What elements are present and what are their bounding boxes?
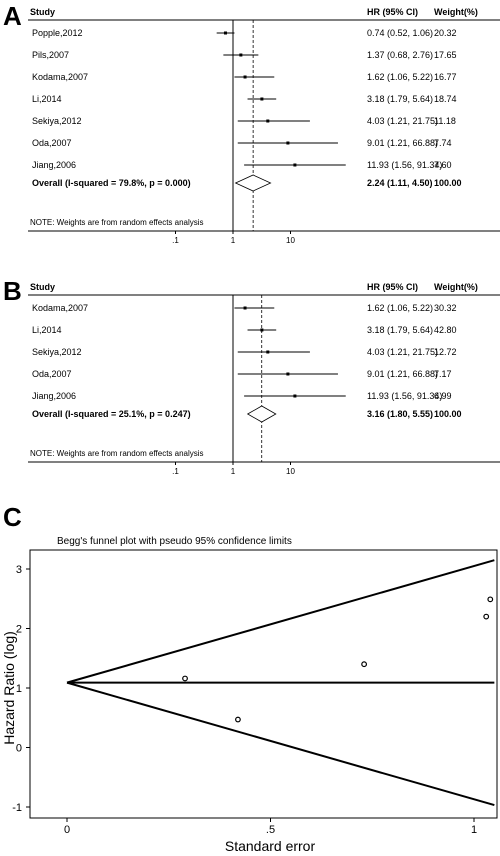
weight-value: 17.65 <box>434 50 457 60</box>
weight-value: 30.32 <box>434 303 457 313</box>
study-label: Kodama,2007 <box>32 303 88 313</box>
study-point <box>260 97 264 101</box>
note-text: NOTE: Weights are from random effects an… <box>30 218 204 227</box>
weight-value: 18.74 <box>434 94 457 104</box>
weight-value: 20.32 <box>434 28 457 38</box>
x-tick-label: .5 <box>266 824 275 836</box>
hr-header: HR (95% CI) <box>367 282 418 292</box>
hr-value: 11.93 (1.56, 91.34) <box>367 160 442 170</box>
overall-hr-value: 3.16 (1.80, 5.55) <box>367 409 433 419</box>
hr-value: 4.03 (1.21, 21.75) <box>367 116 438 126</box>
study-point <box>266 350 270 354</box>
study-label: Sekiya,2012 <box>32 347 82 357</box>
x-tick-label: 1 <box>471 824 477 836</box>
hr-header: HR (95% CI) <box>367 7 418 17</box>
note-text: NOTE: Weights are from random effects an… <box>30 449 204 458</box>
weight-header: Weight(%) <box>434 7 478 17</box>
study-label: Jiang,2006 <box>32 391 76 401</box>
hr-value: 3.18 (1.79, 5.64) <box>367 325 433 335</box>
overall-weight-value: 100.00 <box>434 178 462 188</box>
data-point <box>487 596 494 603</box>
panel-letter-b: B <box>3 276 22 306</box>
hr-value: 0.74 (0.52, 1.06) <box>367 28 433 38</box>
data-point <box>182 675 188 682</box>
study-point <box>243 75 247 79</box>
hr-value: 4.03 (1.21, 21.75) <box>367 347 438 357</box>
study-label: Oda,2007 <box>32 138 72 148</box>
overall-label: Overall (I-squared = 79.8%, p = 0.000) <box>32 178 191 188</box>
weight-value: 12.72 <box>434 347 457 357</box>
weight-value: 7.74 <box>434 138 452 148</box>
overall-label: Overall (I-squared = 25.1%, p = 0.247) <box>32 409 191 419</box>
data-point <box>483 613 490 620</box>
study-point <box>239 53 243 57</box>
hr-value: 9.01 (1.21, 66.88) <box>367 369 438 379</box>
study-label: Sekiya,2012 <box>32 116 82 126</box>
study-point <box>223 31 227 35</box>
weight-value: 11.18 <box>434 116 456 126</box>
panel-letter-a: A <box>3 1 22 31</box>
overall-weight-value: 100.00 <box>434 409 462 419</box>
y-tick-label: 1 <box>16 683 22 695</box>
study-label: Li,2014 <box>32 325 62 335</box>
weight-value: 6.99 <box>434 391 452 401</box>
panel-letter-c: C <box>3 502 22 532</box>
x-tick-label: 0 <box>64 824 70 836</box>
x-tick-label: 10 <box>286 236 295 245</box>
weight-value: 7.17 <box>434 369 452 379</box>
x-tick-label: .1 <box>172 236 179 245</box>
y-tick-label: -1 <box>12 802 22 814</box>
weight-header: Weight(%) <box>434 282 478 292</box>
hr-value: 1.62 (1.06, 5.22) <box>367 72 433 82</box>
study-point <box>293 163 297 167</box>
hr-value: 9.01 (1.21, 66.88) <box>367 138 438 148</box>
x-axis-label: Standard error <box>225 838 316 854</box>
overall-diamond <box>234 174 272 192</box>
hr-value: 11.93 (1.56, 91.34) <box>367 391 442 401</box>
y-tick-label: 2 <box>16 624 22 636</box>
weight-value: 16.77 <box>434 72 457 82</box>
study-point <box>286 372 290 376</box>
lower-confidence-limit <box>66 681 495 807</box>
hr-value: 3.18 (1.79, 5.64) <box>367 94 433 104</box>
hr-value: 1.37 (0.68, 2.76) <box>367 50 433 60</box>
x-tick-label: .1 <box>172 467 179 476</box>
study-point <box>266 119 270 123</box>
weight-value: 7.60 <box>434 160 452 170</box>
upper-confidence-limit <box>66 559 495 684</box>
y-tick-label: 0 <box>16 743 22 755</box>
study-label: Li,2014 <box>32 94 62 104</box>
study-point <box>260 328 264 332</box>
study-label: Kodama,2007 <box>32 72 88 82</box>
y-tick-label: 3 <box>16 564 22 576</box>
study-label: Oda,2007 <box>32 369 72 379</box>
study-label: Pils,2007 <box>32 50 69 60</box>
chart-title: Begg's funnel plot with pseudo 95% confi… <box>57 536 292 547</box>
overall-hr-value: 2.24 (1.11, 4.50) <box>367 178 433 188</box>
study-point <box>286 141 290 145</box>
study-label: Jiang,2006 <box>32 160 76 170</box>
x-tick-label: 1 <box>231 467 236 476</box>
study-label: Popple,2012 <box>32 28 83 38</box>
study-point <box>243 306 247 310</box>
hr-value: 1.62 (1.06, 5.22) <box>367 303 433 313</box>
x-tick-label: 1 <box>231 236 236 245</box>
x-tick-label: 10 <box>286 467 295 476</box>
data-point <box>361 661 368 668</box>
y-axis-label: Hazard Ratio (log) <box>1 631 17 745</box>
weight-value: 42.80 <box>434 325 457 335</box>
study-header: Study <box>30 7 55 17</box>
overall-diamond <box>246 405 277 423</box>
plot-frame <box>29 549 498 819</box>
study-header: Study <box>30 282 55 292</box>
study-point <box>293 394 297 398</box>
data-point <box>235 716 241 723</box>
